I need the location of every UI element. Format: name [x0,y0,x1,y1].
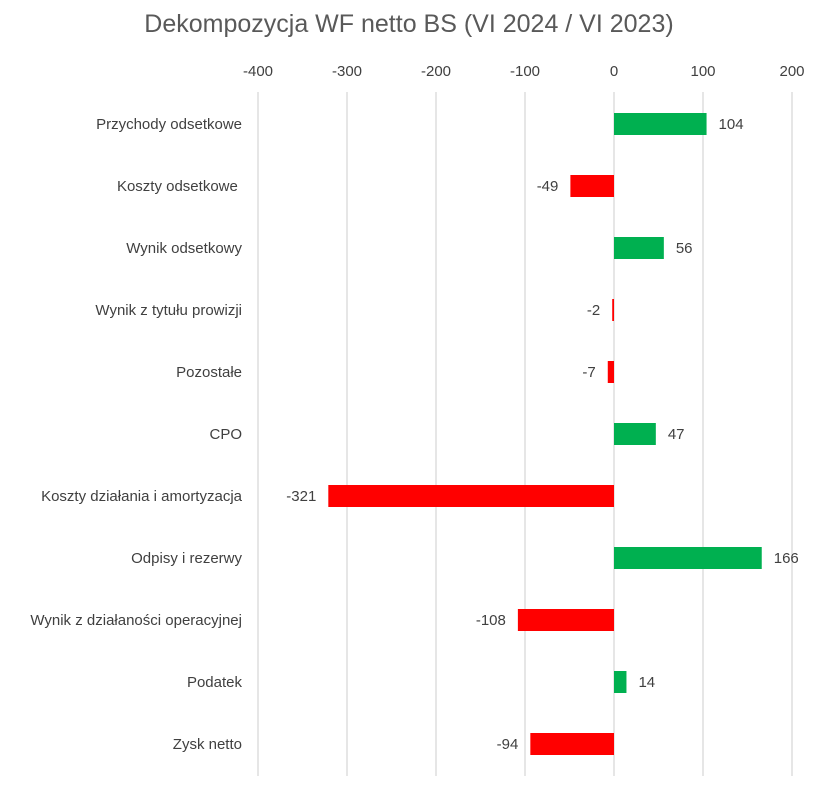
data-label: 47 [668,426,685,443]
data-label: -49 [537,178,559,195]
bar [328,485,614,507]
bar [614,423,656,445]
category-labels: Przychody odsetkowe Koszty odsetkowe Wyni… [30,116,242,753]
data-label: 104 [719,116,744,133]
data-label: -2 [587,302,600,319]
data-labels: 104 -49 56 -2 -7 47 -321 166 -108 14 -94 [286,116,798,753]
category-label: Wynik odsetkowy [126,240,242,257]
x-tick-label: -400 [243,63,273,80]
bar [614,237,664,259]
chart-title: Dekompozycja WF netto BS (VI 2024 / VI 2… [144,10,674,38]
data-label: 166 [774,550,799,567]
x-tick-label: 0 [610,63,618,80]
category-label: Podatek [187,674,243,691]
data-label: -7 [582,364,595,381]
category-label: Pozostałe [176,364,242,381]
category-label: Koszty działania i amortyzacja [41,488,243,505]
data-label: 14 [638,674,655,691]
bar [614,671,627,693]
x-tick-label: -100 [510,63,540,80]
bar [607,361,614,383]
bar [570,175,614,197]
bar [517,609,614,631]
bar [612,299,614,321]
data-label: -321 [286,488,316,505]
bar [614,547,762,569]
data-label: 56 [676,240,693,257]
x-tick-label: 200 [779,63,804,80]
category-label: Koszty odsetkowe [117,178,242,195]
x-tick-label: 100 [690,63,715,80]
bars-layer [328,113,762,755]
category-label: Wynik z działaności operacyjnej [30,612,242,629]
category-label: Zysk netto [173,736,242,753]
x-tick-label: -300 [332,63,362,80]
category-label: Odpisy i rezerwy [131,550,242,567]
category-label: Wynik z tytułu prowizji [95,302,242,319]
x-axis-ticks: -400 -300 -200 -100 0 100 200 [243,63,805,80]
x-tick-label: -200 [421,63,451,80]
category-label: CPO [209,426,242,443]
bar [530,733,614,755]
grid-layer [257,92,793,776]
bar [614,113,707,135]
data-label: -108 [476,612,506,629]
category-label: Przychody odsetkowe [96,116,242,133]
data-label: -94 [497,736,519,753]
